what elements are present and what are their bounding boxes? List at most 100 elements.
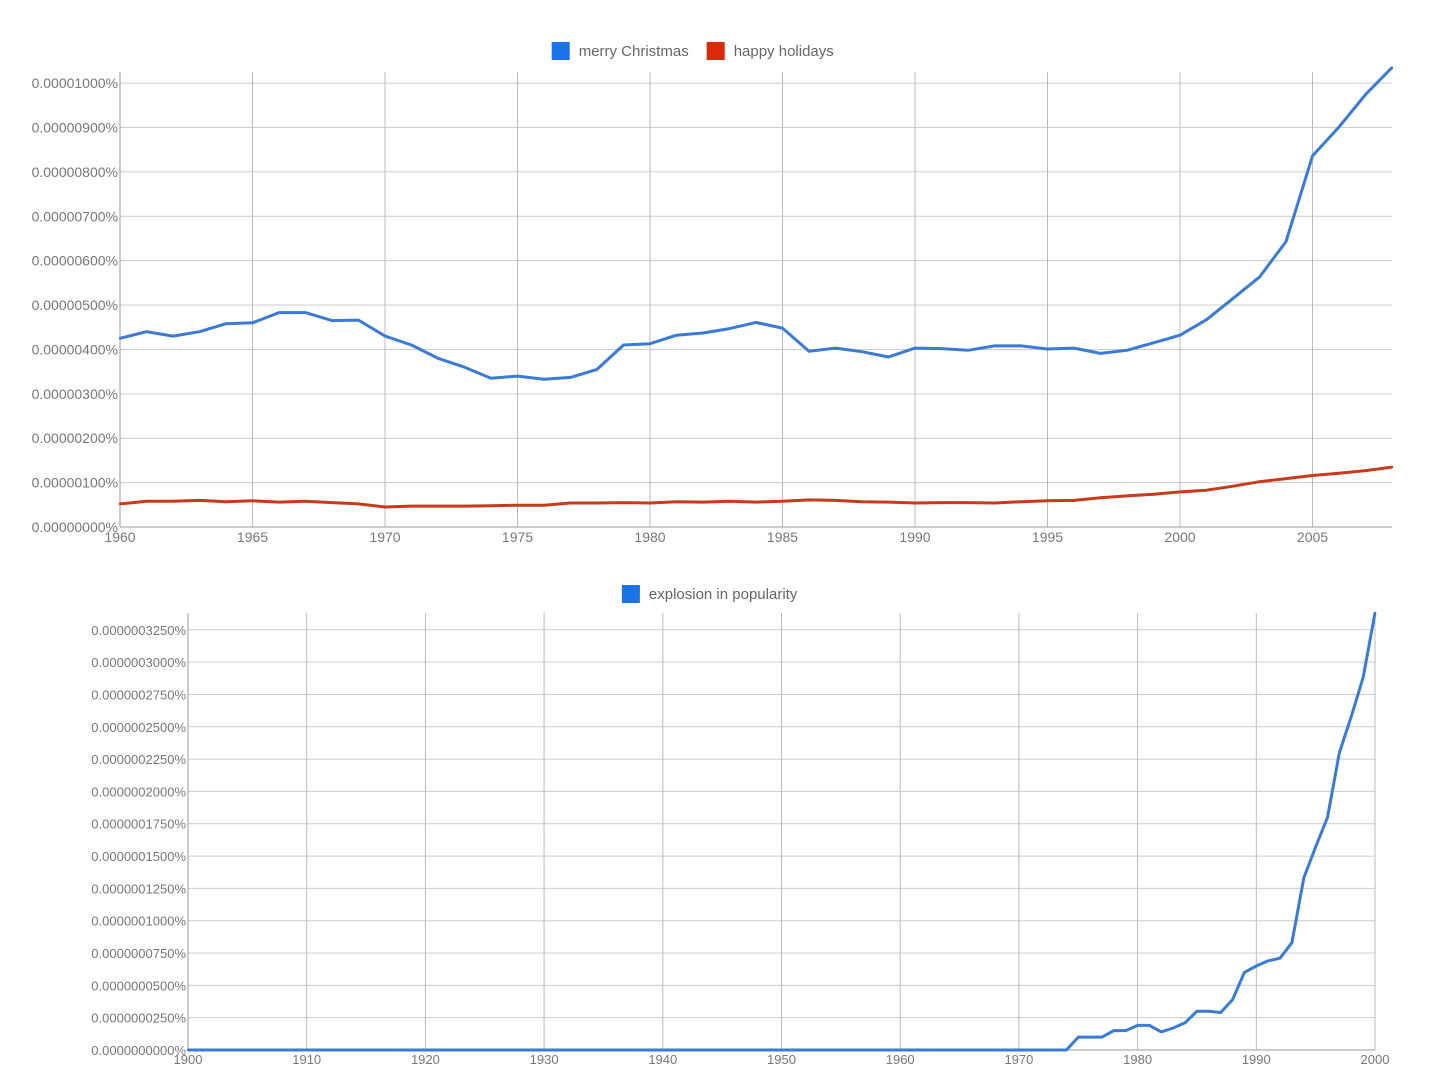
data-point-happy-holidays [145, 500, 148, 503]
y-tick-label: 0.0000001750% [91, 817, 186, 832]
data-point-happy-holidays [1046, 499, 1049, 503]
legend-label-explosion-in-popularity: explosion in popularity [649, 586, 798, 603]
data-point-merry-christmas [542, 377, 546, 381]
data-point-merry-christmas [145, 330, 148, 333]
data-point-happy-holidays [1231, 484, 1235, 488]
x-tick-label: 1970 [1004, 1052, 1033, 1067]
data-point-happy-holidays [1099, 496, 1102, 499]
y-tick-label: 0.00000100% [32, 475, 118, 491]
y-tick-label: 0.0000002500% [91, 720, 186, 735]
data-point-happy-holidays [1258, 480, 1261, 483]
data-point-explosion-in-popularity [1243, 971, 1246, 974]
data-point-merry-christmas [595, 368, 599, 371]
data-point-merry-christmas [913, 346, 917, 350]
data-point-happy-holidays [1152, 492, 1155, 496]
data-point-happy-holidays [383, 505, 387, 509]
data-point-happy-holidays [648, 501, 652, 505]
data-point-merry-christmas [1205, 318, 1208, 321]
data-point-explosion-in-popularity [1350, 715, 1353, 718]
x-tick-label: 1960 [104, 529, 135, 545]
data-point-happy-holidays [1311, 474, 1314, 477]
x-tick-label: 1940 [648, 1052, 677, 1067]
y-tick-label: 0.0000002250% [91, 752, 186, 767]
data-point-merry-christmas [304, 311, 307, 314]
data-point-happy-holidays [304, 500, 307, 503]
chart-explosion-in-popularity: 0.0000000000% 0.0000000250% 0.0000000500% 0… [91, 585, 1389, 1067]
data-point-merry-christmas [807, 350, 811, 353]
y-tick-label: 0.00001000% [32, 75, 118, 91]
data-point-explosion-in-popularity [1172, 1026, 1175, 1030]
x-tick-label: 1975 [502, 529, 533, 545]
data-point-merry-christmas [860, 350, 864, 353]
data-point-explosion-in-popularity [1373, 611, 1377, 615]
data-point-merry-christmas [1258, 275, 1261, 279]
data-point-merry-christmas [569, 376, 572, 379]
data-point-explosion-in-popularity [1065, 1048, 1068, 1052]
data-point-merry-christmas [993, 344, 996, 348]
y-tick-label: 0.0000001250% [91, 881, 186, 896]
data-point-merry-christmas [834, 346, 837, 350]
data-point-explosion-in-popularity [1077, 1035, 1080, 1039]
data-point-happy-holidays [913, 501, 917, 505]
data-point-explosion-in-popularity [1266, 959, 1270, 962]
data-point-merry-christmas [383, 334, 387, 338]
y-tick-label: 0.00000800% [32, 164, 118, 180]
data-point-happy-holidays [118, 502, 122, 506]
data-point-happy-holidays [1337, 472, 1341, 475]
data-point-merry-christmas [887, 355, 890, 359]
y-tick-label: 0.00000600% [32, 253, 118, 269]
x-tick-label: 2000 [1164, 529, 1195, 545]
data-point-explosion-in-popularity [1314, 845, 1317, 849]
x-tick-label: 2005 [1297, 529, 1328, 545]
x-tick-label: 1900 [174, 1052, 203, 1067]
data-point-explosion-in-popularity [1195, 1010, 1199, 1013]
data-point-merry-christmas [463, 365, 466, 369]
data-point-merry-christmas [1046, 347, 1049, 351]
data-point-happy-holidays [701, 500, 705, 504]
data-point-explosion-in-popularity [1136, 1024, 1139, 1027]
series-line-explosion-in-popularity [188, 612, 1377, 1052]
data-point-merry-christmas [622, 343, 625, 347]
y-tick-label: 0.00000700% [32, 208, 118, 224]
data-point-merry-christmas [754, 321, 758, 324]
data-point-merry-christmas [1099, 352, 1102, 355]
data-point-merry-christmas [1284, 240, 1288, 243]
x-tick-label: 1980 [634, 529, 665, 545]
data-point-happy-holidays [781, 500, 784, 503]
data-point-merry-christmas [701, 331, 705, 335]
x-tick-label: 1980 [1123, 1052, 1152, 1067]
y-tick-label: 0.0000000000% [91, 1043, 186, 1058]
data-point-merry-christmas [1178, 334, 1182, 337]
y-tick-label: 0.0000002000% [91, 784, 186, 799]
data-point-merry-christmas [118, 337, 122, 340]
chart-merry-christmas-vs-happy-holidays: 0.00000000% 0.00000100% 0.00000200% 0.00000… [32, 42, 1394, 545]
y-tick-label: 0.00000300% [32, 386, 118, 402]
x-tick-label: 1985 [767, 529, 798, 545]
x-tick-label: 1960 [886, 1052, 915, 1067]
data-point-happy-holidays [251, 499, 254, 503]
data-point-merry-christmas [1364, 93, 1367, 96]
data-point-explosion-in-popularity [1302, 876, 1305, 880]
data-point-merry-christmas [1311, 154, 1314, 158]
data-point-explosion-in-popularity [1207, 1010, 1211, 1013]
data-point-merry-christmas [277, 311, 281, 314]
series-line-merry-christmas [119, 66, 1394, 381]
data-point-happy-holidays [595, 501, 599, 505]
y-tick-label: 0.0000000250% [91, 1011, 186, 1026]
data-point-merry-christmas [1390, 66, 1394, 69]
data-point-happy-holidays [1364, 469, 1367, 472]
x-tick-label: 1965 [237, 529, 268, 545]
data-point-happy-holidays [1178, 490, 1182, 494]
y-tick-label: 0.00000200% [32, 430, 118, 446]
data-point-happy-holidays [622, 501, 625, 504]
data-point-happy-holidays [198, 499, 201, 502]
x-tick-label: 1970 [369, 529, 400, 545]
y-tick-label: 0.0000000750% [91, 946, 186, 961]
x-tick-label: 2000 [1361, 1052, 1390, 1067]
data-point-merry-christmas [728, 327, 731, 330]
legend-label-merry-christmas: merry Christmas [579, 43, 689, 60]
data-point-happy-holidays [834, 499, 837, 502]
data-point-merry-christmas [410, 343, 413, 347]
data-point-happy-holidays [993, 501, 996, 505]
data-point-merry-christmas [436, 357, 440, 360]
